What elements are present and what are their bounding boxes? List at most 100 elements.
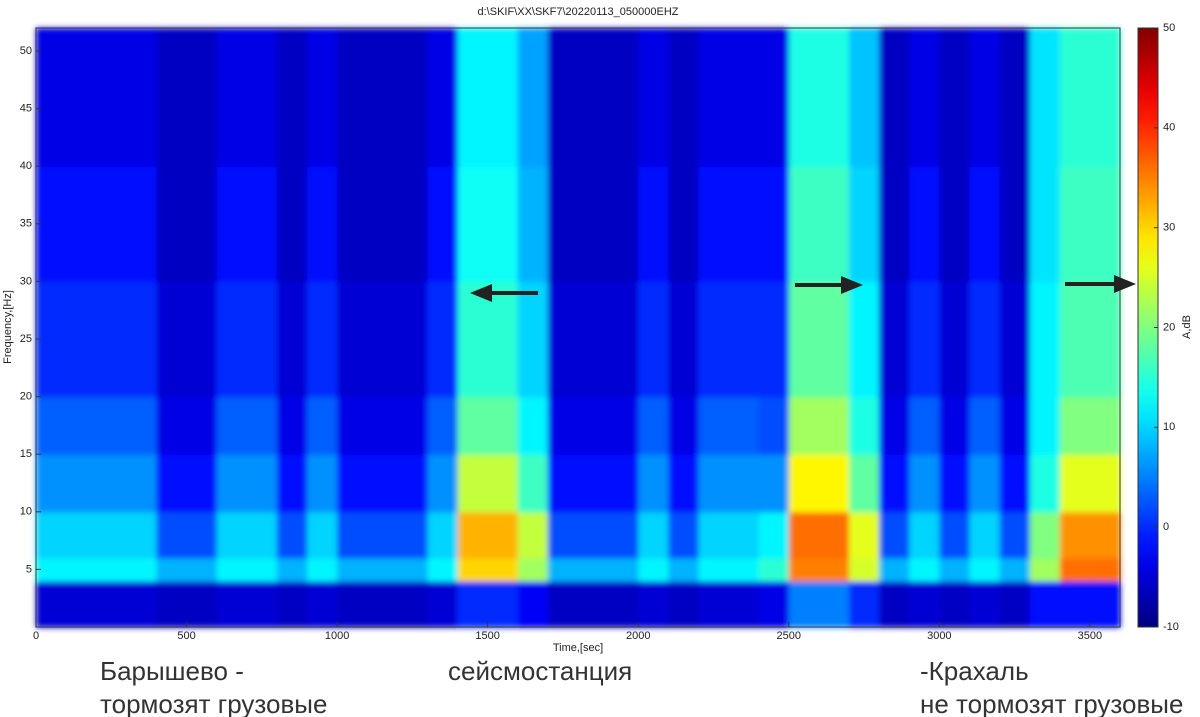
heatmap-cell	[578, 557, 609, 582]
heatmap-cell	[638, 28, 669, 167]
heatmap-cell	[668, 396, 700, 455]
heatmap-cell	[728, 166, 760, 283]
heatmap-cell	[909, 396, 940, 455]
heatmap-cell	[999, 454, 1031, 513]
heatmap-cell	[1059, 454, 1091, 513]
heatmap-cell	[367, 580, 398, 628]
heatmap-cell	[1089, 511, 1121, 559]
heatmap-cell	[578, 454, 609, 513]
heatmap-cell	[999, 28, 1031, 167]
heatmap-cell	[547, 28, 579, 167]
heatmap-cell	[517, 454, 549, 513]
heatmap-cell	[246, 580, 278, 628]
heatmap-cell	[96, 396, 127, 455]
heatmap-cell	[758, 580, 790, 628]
heatmap-cell	[668, 166, 700, 283]
y-tick-label: 30	[20, 275, 32, 287]
heatmap-cell	[337, 557, 368, 582]
heatmap-cell	[216, 281, 248, 398]
colorbar-label: A,dB	[1181, 315, 1193, 339]
y-tick-label: 25	[20, 333, 32, 345]
heatmap-cell	[788, 511, 820, 559]
heatmap-cell	[879, 557, 910, 582]
heatmap-cell	[939, 166, 971, 283]
heatmap-cell	[909, 166, 940, 283]
heatmap-cell	[367, 281, 398, 398]
heatmap-cell	[126, 166, 158, 283]
heatmap-cell	[156, 396, 188, 455]
heatmap-cell	[156, 166, 188, 283]
heatmap-cell	[307, 580, 338, 628]
colorbar-tick-label: -10	[1163, 621, 1179, 633]
caption: не тормозят грузовые	[920, 689, 1183, 717]
heatmap-cell	[307, 281, 338, 398]
heatmap-cell	[758, 166, 790, 283]
heatmap-cell	[126, 511, 158, 559]
heatmap-cell	[668, 511, 700, 559]
heatmap-cell	[638, 580, 669, 628]
heatmap-cell	[578, 281, 609, 398]
heatmap-cell	[427, 281, 459, 398]
heatmap-cell	[36, 281, 67, 398]
heatmap-cell	[66, 396, 97, 455]
heatmap-cell	[879, 28, 910, 167]
heatmap-cell	[578, 396, 609, 455]
heatmap-cell	[638, 454, 669, 513]
heatmap-cell	[427, 454, 459, 513]
x-tick-label: 2500	[777, 630, 801, 642]
arrows	[470, 275, 1136, 302]
heatmap-cell	[397, 511, 429, 559]
colorbar-tick-label: 40	[1163, 122, 1175, 134]
heatmap-cell	[216, 454, 248, 513]
y-tick-label: 5	[26, 563, 32, 575]
heatmap-cell	[246, 454, 278, 513]
heatmap-cell	[367, 28, 398, 167]
heatmap-cell	[818, 557, 850, 582]
heatmap-cell	[999, 511, 1031, 559]
x-tick-label: 0	[33, 630, 39, 642]
chart-title: d:\SKIF\XX\SKF7\20220113_050000EHZ	[478, 6, 679, 18]
heatmap-cell	[367, 557, 398, 582]
heatmap-cell	[487, 396, 519, 455]
heatmap-cell	[879, 511, 910, 559]
colorbar-tick-label: 50	[1163, 22, 1175, 34]
heatmap-cell	[397, 580, 429, 628]
arrow-head	[470, 284, 492, 302]
heatmap-cell	[728, 396, 760, 455]
heatmap-cell	[276, 166, 308, 283]
heatmap-cell	[126, 557, 158, 582]
heatmap-cell	[939, 557, 971, 582]
heatmap-cell	[367, 396, 398, 455]
heatmap-cell	[397, 28, 429, 167]
heatmap-cell	[939, 511, 971, 559]
heatmap	[36, 28, 1121, 628]
heatmap-cell	[608, 396, 639, 455]
heatmap-cell	[788, 580, 820, 628]
colorbar-tick-label: 20	[1163, 321, 1175, 333]
heatmap-cell	[457, 511, 489, 559]
heatmap-cell	[547, 580, 579, 628]
heatmap-cell	[758, 454, 790, 513]
heatmap-cell	[66, 281, 97, 398]
heatmap-cell	[96, 281, 127, 398]
heatmap-cell	[96, 511, 127, 559]
heatmap-cell	[909, 28, 940, 167]
heatmap-cell	[36, 454, 67, 513]
heatmap-cell	[578, 580, 609, 628]
heatmap-cell	[578, 28, 609, 167]
heatmap-cell	[1059, 580, 1091, 628]
heatmap-cell	[909, 511, 940, 559]
heatmap-cell	[457, 28, 489, 167]
heatmap-cell	[66, 511, 97, 559]
heatmap-cell	[397, 281, 429, 398]
heatmap-cell	[96, 580, 127, 628]
arrow-head	[1114, 275, 1136, 293]
heatmap-cell	[1059, 281, 1091, 398]
heatmap-cell	[216, 557, 248, 582]
heatmap-cell	[818, 580, 850, 628]
heatmap-cell	[457, 454, 489, 513]
arrow-head	[841, 276, 863, 294]
y-tick-label: 35	[20, 218, 32, 230]
heatmap-cell	[788, 454, 820, 513]
heatmap-cell	[698, 454, 730, 513]
